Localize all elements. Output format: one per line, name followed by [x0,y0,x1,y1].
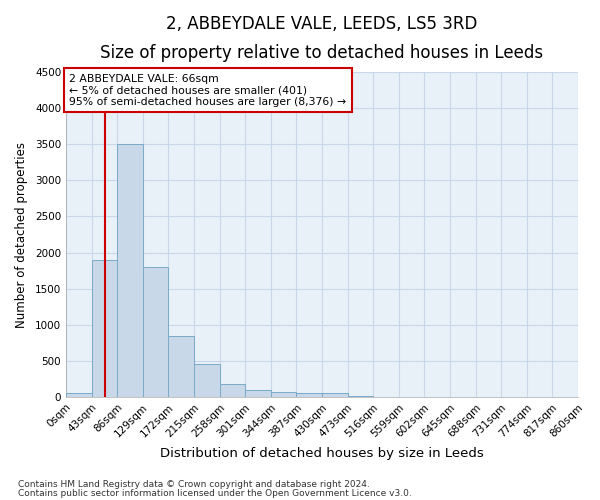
Bar [271,392,296,397]
Bar [169,336,194,397]
Bar [117,144,143,397]
Text: Contains public sector information licensed under the Open Government Licence v3: Contains public sector information licen… [18,488,412,498]
Title: 2, ABBEYDALE VALE, LEEDS, LS5 3RD
Size of property relative to detached houses i: 2, ABBEYDALE VALE, LEEDS, LS5 3RD Size o… [100,15,544,62]
Bar [220,384,245,397]
Bar [66,394,92,397]
Bar [245,390,271,397]
X-axis label: Distribution of detached houses by size in Leeds: Distribution of detached houses by size … [160,447,484,460]
Y-axis label: Number of detached properties: Number of detached properties [15,142,28,328]
Text: 2 ABBEYDALE VALE: 66sqm
← 5% of detached houses are smaller (401)
95% of semi-de: 2 ABBEYDALE VALE: 66sqm ← 5% of detached… [69,74,346,106]
Bar [347,396,373,397]
Bar [322,393,347,397]
Bar [296,392,322,397]
Text: Contains HM Land Registry data © Crown copyright and database right 2024.: Contains HM Land Registry data © Crown c… [18,480,370,489]
Bar [92,260,117,397]
Bar [143,267,169,397]
Bar [194,364,220,397]
